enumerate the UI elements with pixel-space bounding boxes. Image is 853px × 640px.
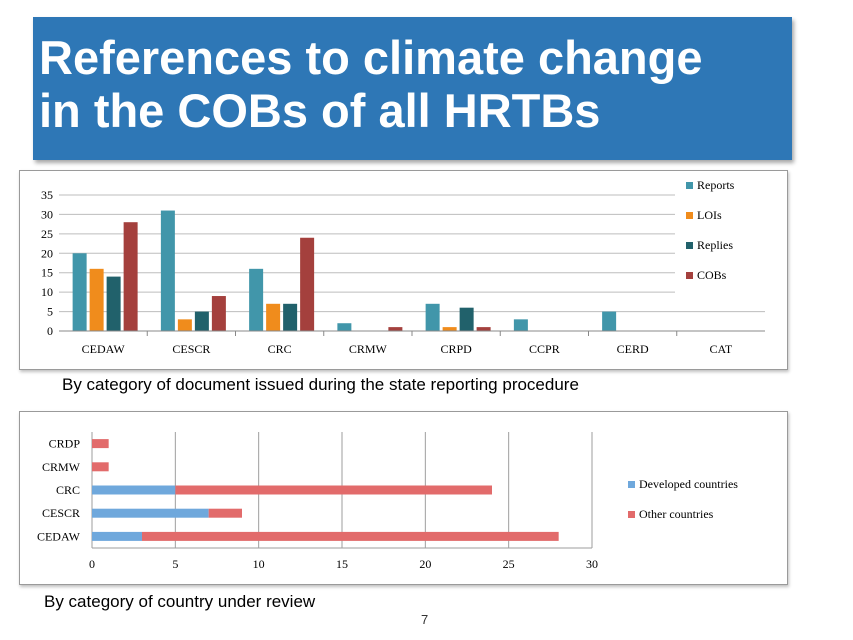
legend-label-lois: LOIs: [697, 208, 722, 222]
legend-swatch-other-countries: [628, 511, 635, 518]
title-banner: References to climate change in the COBs…: [33, 17, 792, 160]
x-tick-label: 0: [89, 557, 95, 571]
bar-cobs-crmw: [388, 327, 403, 331]
bar-developed-countries-cescr: [92, 508, 209, 518]
y-tick-label: 0: [47, 324, 53, 338]
y-tick-label: 15: [41, 266, 53, 280]
y-tick-label: CESCR: [42, 506, 80, 520]
bar-replies-cescr: [194, 311, 209, 331]
caption-document-category: By category of document issued during th…: [62, 375, 579, 394]
legend-swatch-developed-countries: [628, 481, 635, 488]
x-tick-label: CAT: [710, 342, 733, 356]
bar-other-countries-crdp: [92, 439, 109, 449]
y-tick-label: 20: [41, 246, 53, 260]
x-tick-label: CEDAW: [82, 342, 126, 356]
legend-label-replies: Replies: [697, 238, 733, 252]
x-tick-label: 20: [419, 557, 431, 571]
country-category-chart-svg: 0 5 10 15 20 25 30 CEDAW CESCR CRC CRMW CRDP Develop…: [37, 432, 738, 571]
bar-reports-crc: [249, 268, 264, 331]
bar-reports-cerd: [602, 311, 617, 331]
bar-other-countries-crc: [175, 485, 493, 495]
y-tick-label: 35: [41, 188, 53, 202]
y-tick-label: 25: [41, 227, 53, 241]
x-tick-label: CRPD: [440, 342, 472, 356]
country-category-chart: 0 5 10 15 20 25 30 CEDAW CESCR CRC CRMW CRDP Develop…: [19, 411, 788, 585]
bar-reports-crmw: [337, 323, 352, 331]
y-tick-label: CRDP: [49, 437, 81, 451]
y-tick-label: CEDAW: [37, 529, 81, 543]
x-tick-label: 15: [336, 557, 348, 571]
slide-title: References to climate change in the COBs…: [39, 31, 703, 137]
bar-other-countries-cedaw: [142, 531, 559, 541]
legend-swatch-cobs: [686, 272, 693, 279]
bar-cobs-crpd: [476, 327, 491, 331]
bar-lois-cedaw: [89, 268, 104, 331]
bar-cobs-cedaw: [123, 222, 138, 331]
bar-replies-crpd: [459, 307, 474, 331]
document-category-chart: 0 5 10 15 20 25 30 35 CEDAW CESCR CRC CRMW CRPD CCPR C…: [19, 170, 788, 370]
x-tick-label: 10: [253, 557, 265, 571]
bar-lois-crc: [266, 303, 281, 331]
y-tick-label: 30: [41, 207, 53, 221]
x-tick-label: CCPR: [529, 342, 560, 356]
bar-developed-countries-crc: [92, 485, 176, 495]
y-tick-label: 10: [41, 285, 53, 299]
page-number: 7: [421, 612, 429, 627]
caption-country-category: By category of country under review: [44, 592, 316, 611]
legend-swatch-reports: [686, 182, 693, 189]
bar-reports-cescr: [160, 210, 175, 331]
legend-swatch-lois: [686, 212, 693, 219]
legend-label-other-countries: Other countries: [639, 507, 714, 521]
legend-label-reports: Reports: [697, 178, 735, 192]
bar-reports-cedaw: [72, 253, 87, 331]
x-tick-label: 5: [172, 557, 178, 571]
x-tick-label: 30: [586, 557, 598, 571]
legend-label-developed-countries: Developed countries: [639, 477, 738, 491]
y-tick-label: 5: [47, 305, 53, 319]
bar-reports-ccpr: [513, 319, 528, 331]
legend-swatch-replies: [686, 242, 693, 249]
x-tick-label: CRC: [268, 342, 292, 356]
bar-replies-cedaw: [106, 276, 121, 331]
legend-label-cobs: COBs: [697, 268, 727, 282]
bar-cobs-crc: [300, 237, 315, 331]
x-tick-label: 25: [503, 557, 515, 571]
bar-other-countries-cescr: [208, 508, 242, 518]
document-category-chart-svg: 0 5 10 15 20 25 30 35 CEDAW CESCR CRC CRMW CRPD CCPR C…: [41, 175, 765, 356]
bar-replies-crc: [283, 303, 298, 331]
y-tick-label: CRMW: [42, 460, 81, 474]
x-tick-label: CESCR: [172, 342, 210, 356]
bar-cobs-cescr: [211, 296, 226, 331]
bar-reports-crpd: [425, 303, 440, 331]
bar-developed-countries-cedaw: [92, 531, 142, 541]
x-tick-label: CERD: [617, 342, 649, 356]
bar-lois-cescr: [177, 319, 192, 331]
y-tick-label: CRC: [56, 483, 80, 497]
bar-lois-crpd: [442, 327, 457, 331]
bar-other-countries-crmw: [92, 462, 109, 472]
x-tick-label: CRMW: [349, 342, 388, 356]
